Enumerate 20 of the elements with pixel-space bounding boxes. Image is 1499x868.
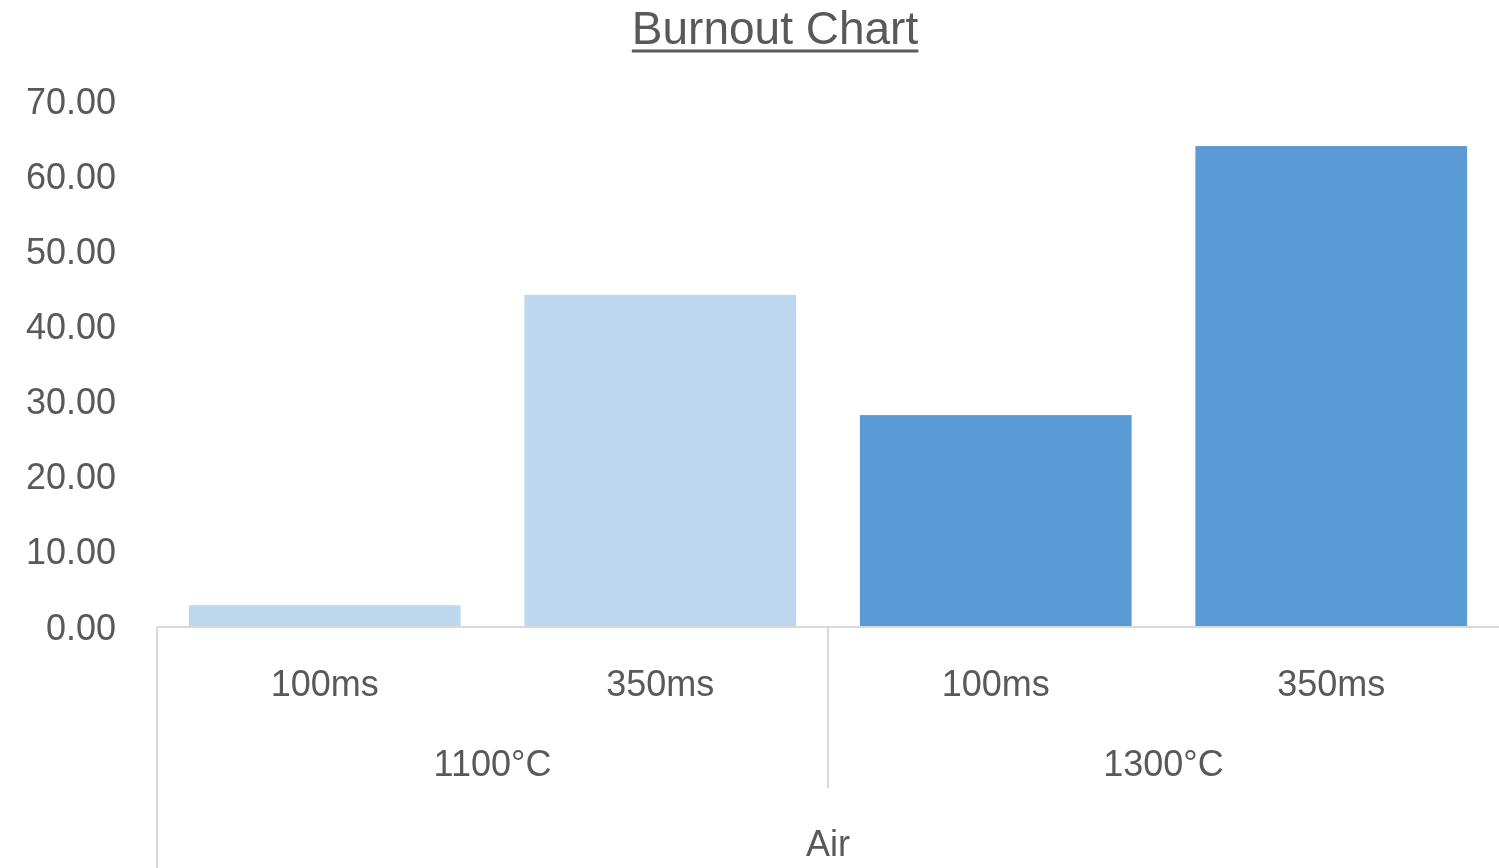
x-tick-label: 350ms	[606, 662, 715, 704]
y-tick-label: 30.00	[25, 381, 116, 423]
text: 1300°C	[1103, 742, 1224, 784]
x-tick-label: 100ms	[270, 662, 379, 704]
y-tick-label: 10.00	[25, 531, 116, 573]
y-tick-label: 70.00	[25, 80, 116, 122]
chart-title: Burnout Chart	[631, 2, 919, 54]
y-tick-label: 50.00	[25, 230, 116, 272]
bar	[859, 415, 1132, 627]
y-tick-label: 60.00	[25, 155, 116, 197]
text: 1100°C	[433, 742, 552, 784]
x-tick-label: 100ms	[941, 662, 1050, 704]
y-tick-label: 20.00	[25, 456, 116, 498]
y-tick-label: 0.00	[45, 606, 116, 648]
bar	[1195, 146, 1468, 627]
y-tick-label: 40.00	[25, 306, 116, 348]
x-axis-title: Air	[806, 822, 851, 864]
bar	[524, 294, 797, 627]
bar	[188, 605, 461, 627]
x-tick-label: 350ms	[1277, 662, 1386, 704]
